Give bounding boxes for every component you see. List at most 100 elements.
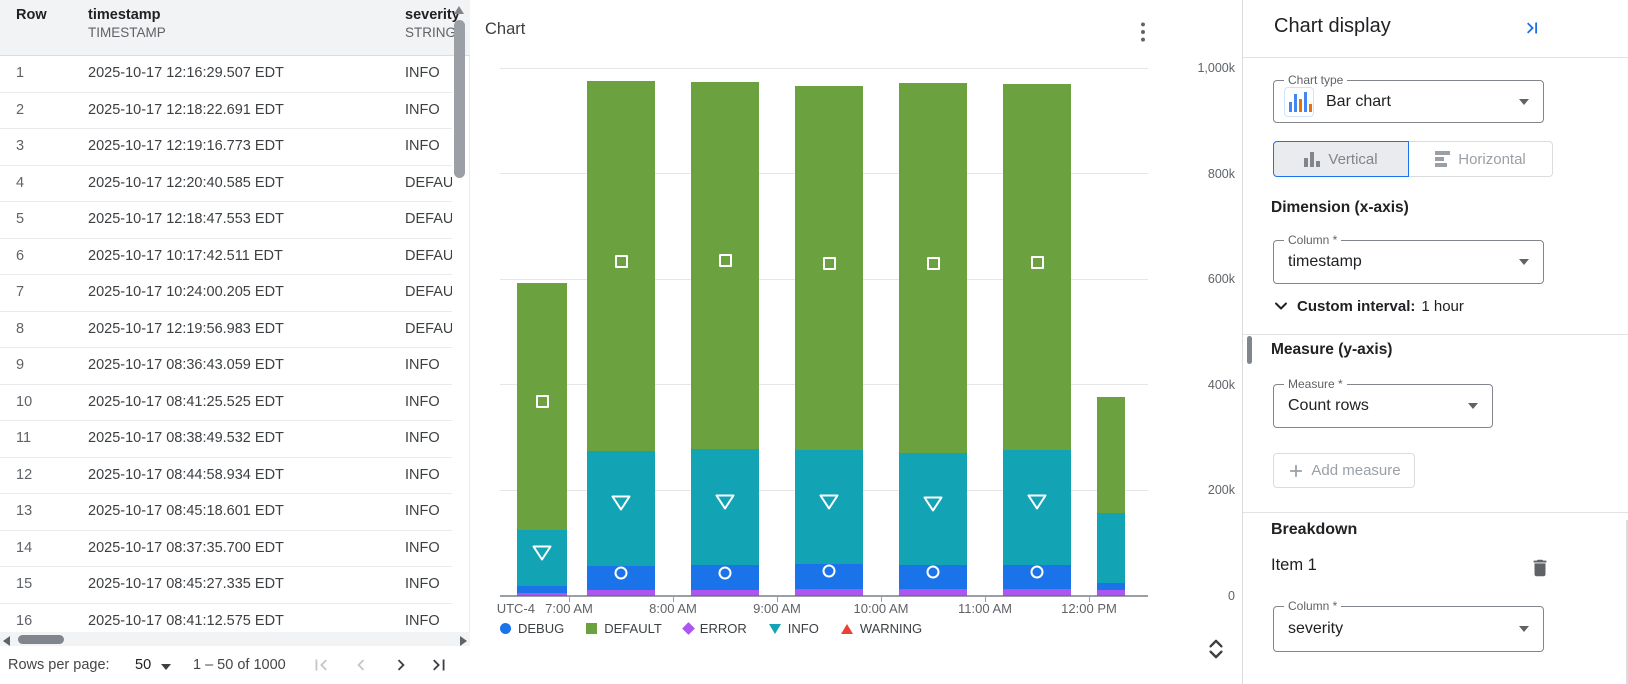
- pagination-bar: Rows per page: 50 1 – 50 of 1000: [0, 646, 470, 684]
- button-label: Horizontal: [1458, 150, 1526, 168]
- timestamp-cell: 2025-10-17 08:41:12.575 EDT: [88, 612, 284, 629]
- vertical-scrollbar-thumb[interactable]: [454, 20, 465, 178]
- delete-breakdown-item-icon[interactable]: [1529, 556, 1551, 580]
- caret-down-icon: [1519, 259, 1529, 265]
- bar-segment-error: [691, 589, 759, 595]
- vertical-orientation-button[interactable]: Vertical: [1273, 141, 1409, 177]
- x-axis-tick: [985, 597, 986, 602]
- scroll-left-arrow-icon[interactable]: [3, 636, 10, 646]
- row-number-cell: 16: [16, 612, 33, 629]
- horizontal-scrollbar-track[interactable]: [0, 632, 470, 646]
- caret-down-icon[interactable]: [161, 664, 171, 670]
- timestamp-cell: 2025-10-17 08:37:35.700 EDT: [88, 539, 284, 556]
- column-header-severity: severity STRING: [405, 7, 460, 40]
- rows-per-page-select[interactable]: 50: [135, 657, 152, 673]
- table-row: 8 2025-10-17 12:19:56.983 EDT DEFAULT: [0, 312, 452, 348]
- horizontal-bars-icon: [1435, 151, 1451, 167]
- expand-collapse-chart-icon[interactable]: [1203, 636, 1229, 662]
- last-page-button[interactable]: [428, 654, 450, 676]
- legend-item-debug: DEBUG: [500, 621, 564, 636]
- scroll-right-arrow-icon[interactable]: [460, 636, 467, 646]
- severity-cell: DEFAULT: [405, 211, 452, 227]
- x-axis-tick: [881, 597, 882, 602]
- timestamp-cell: 2025-10-17 12:19:56.983 EDT: [88, 320, 284, 337]
- diamond-legend-icon: [681, 622, 695, 635]
- y-axis-tick-label: 400k: [1207, 377, 1235, 392]
- row-number-cell: 1: [16, 65, 25, 81]
- field-value: severity: [1288, 620, 1344, 637]
- column-header-row: Row: [16, 7, 47, 23]
- y-axis-tick-label: 200k: [1207, 483, 1235, 498]
- legend-label: ERROR: [699, 621, 747, 636]
- x-axis-line: [500, 595, 1148, 597]
- chart-display-settings-panel: Chart display Chart type Bar chart Verti…: [1242, 0, 1628, 684]
- first-page-button: [310, 654, 332, 676]
- button-label: Add measure: [1311, 462, 1401, 479]
- caret-down-icon: [1519, 98, 1529, 105]
- caret-down-icon: [1468, 403, 1478, 409]
- timestamp-cell: 2025-10-17 08:45:27.335 EDT: [88, 576, 284, 592]
- kebab-menu-icon[interactable]: [1130, 18, 1156, 46]
- row-number-cell: 9: [16, 357, 25, 373]
- bar-segment-error: [517, 592, 567, 595]
- bar-segment-debug: [1097, 583, 1125, 591]
- column-type: STRING: [405, 25, 457, 40]
- bar-segment-error: [587, 589, 655, 595]
- stacked-bar: [1003, 68, 1071, 596]
- bar-segment-error: [899, 589, 967, 595]
- triangle-down-marker-icon: [610, 494, 632, 517]
- severity-cell: DEFAULT: [405, 247, 452, 264]
- circle-marker-icon: [925, 564, 941, 585]
- legend-label: INFO: [787, 621, 819, 636]
- timestamp-cell: 2025-10-17 10:24:00.205 EDT: [88, 284, 284, 300]
- divider: [1243, 57, 1628, 58]
- severity-cell: DEFAULT: [405, 174, 452, 191]
- timezone-label: UTC-4: [496, 601, 535, 616]
- row-number-cell: 7: [16, 284, 25, 300]
- field-value: Count rows: [1288, 397, 1369, 414]
- timestamp-cell: 2025-10-17 12:18:22.691 EDT: [88, 101, 284, 118]
- row-number-cell: 4: [16, 174, 25, 191]
- timestamp-cell: 2025-10-17 12:16:29.507 EDT: [88, 65, 284, 81]
- triangle-down-marker-icon: [1026, 493, 1048, 516]
- x-axis-tick: [569, 597, 570, 602]
- x-axis-tick-label: 7:00 AM: [545, 601, 593, 616]
- chart-type-select[interactable]: Chart type Bar chart: [1273, 73, 1544, 123]
- bar-segment-error: [1003, 588, 1071, 595]
- x-axis-tick: [1089, 597, 1090, 602]
- row-number-cell: 15: [16, 576, 33, 592]
- timestamp-cell: 2025-10-17 12:20:40.585 EDT: [88, 174, 284, 191]
- severity-cell: DEFAULT: [405, 284, 452, 300]
- legend-item-info: INFO: [768, 621, 819, 636]
- scroll-up-arrow-icon[interactable]: [454, 6, 464, 14]
- measure-section-heading: Measure (y-axis): [1271, 341, 1393, 358]
- breakdown-item-label: Item 1: [1271, 556, 1317, 574]
- custom-interval-label: Custom interval:: [1297, 297, 1416, 315]
- severity-cell: INFO: [405, 430, 440, 446]
- gridline: [500, 67, 1148, 69]
- square-marker-icon: [718, 253, 733, 273]
- plus-icon: [1290, 464, 1303, 477]
- panel-drag-handle[interactable]: [1247, 336, 1252, 364]
- collapse-panel-right-icon[interactable]: [1521, 17, 1543, 39]
- stacked-bar: [899, 68, 967, 596]
- custom-interval-expander[interactable]: Custom interval: 1 hour: [1271, 296, 1464, 316]
- stacked-bar-chart-plot: 1,000k 800k 600k 400k 200k 0 7:00 AM 8:00 AM 9:0…: [497, 61, 1235, 616]
- dimension-column-select[interactable]: Column * timestamp: [1273, 233, 1544, 284]
- severity-cell: INFO: [405, 393, 440, 410]
- breakdown-column-select[interactable]: Column * severity: [1273, 599, 1544, 652]
- severity-cell: INFO: [405, 612, 440, 629]
- horizontal-scrollbar-thumb[interactable]: [18, 635, 64, 644]
- measure-select[interactable]: Measure * Count rows: [1273, 377, 1493, 428]
- rows-per-page-label: Rows per page:: [8, 657, 110, 673]
- y-axis-tick-label: 1,000k: [1197, 61, 1235, 75]
- row-number-cell: 6: [16, 247, 25, 264]
- next-page-button[interactable]: [390, 654, 412, 676]
- field-value: Bar chart: [1326, 92, 1391, 110]
- stacked-bar: [517, 68, 567, 596]
- horizontal-orientation-button[interactable]: Horizontal: [1409, 141, 1553, 177]
- settings-scrollbar[interactable]: [1626, 520, 1628, 684]
- circle-legend-icon: [500, 623, 511, 634]
- legend-label: WARNING: [859, 621, 923, 636]
- x-axis-tick-label: 12:00 PM: [1061, 601, 1117, 616]
